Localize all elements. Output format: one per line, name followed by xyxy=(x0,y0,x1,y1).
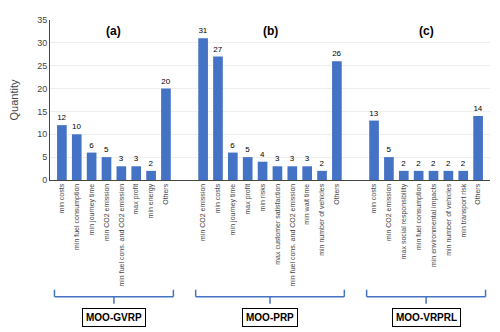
svg-text:min wait time: min wait time xyxy=(303,184,310,225)
svg-text:20: 20 xyxy=(37,84,47,94)
svg-text:2: 2 xyxy=(461,159,466,168)
svg-text:26: 26 xyxy=(332,49,341,58)
svg-text:min journey time: min journey time xyxy=(229,184,237,235)
svg-text:3: 3 xyxy=(290,154,295,163)
svg-text:13: 13 xyxy=(369,109,378,118)
svg-text:2: 2 xyxy=(446,159,451,168)
svg-text:min journey time: min journey time xyxy=(88,184,96,235)
svg-text:3: 3 xyxy=(119,154,124,163)
svg-text:35: 35 xyxy=(37,15,47,25)
svg-text:5: 5 xyxy=(245,145,250,154)
svg-text:Others: Others xyxy=(333,183,340,205)
svg-text:min fuel consumption: min fuel consumption xyxy=(415,184,423,250)
svg-text:min CO2 emission: min CO2 emission xyxy=(385,184,392,241)
svg-text:max profit: max profit xyxy=(132,184,140,215)
svg-text:min CO2 emission: min CO2 emission xyxy=(103,184,110,241)
svg-text:MOO-VRPRL: MOO-VRPRL xyxy=(396,312,457,323)
svg-text:30: 30 xyxy=(37,38,47,48)
svg-text:4: 4 xyxy=(260,150,265,159)
svg-text:12: 12 xyxy=(57,113,66,122)
svg-text:10: 10 xyxy=(72,122,81,131)
svg-text:min costs: min costs xyxy=(214,183,221,213)
svg-text:min number of vehicles: min number of vehicles xyxy=(445,183,452,255)
svg-text:min environmental impacts: min environmental impacts xyxy=(430,183,438,267)
svg-text:(c): (c) xyxy=(419,24,434,38)
svg-text:min costs: min costs xyxy=(370,183,377,213)
svg-text:3: 3 xyxy=(134,154,139,163)
svg-text:10: 10 xyxy=(37,129,47,139)
svg-text:(b): (b) xyxy=(263,24,278,38)
svg-text:min fuel cons. and CO2 emissio: min fuel cons. and CO2 emission xyxy=(118,184,125,287)
svg-text:2: 2 xyxy=(149,159,154,168)
svg-text:2: 2 xyxy=(431,159,436,168)
svg-text:min transport risk: min transport risk xyxy=(460,183,468,237)
svg-text:min fuel consumption: min fuel consumption xyxy=(73,184,81,250)
svg-text:max customer satisfaction: max customer satisfaction xyxy=(274,184,281,265)
svg-text:(a): (a) xyxy=(106,24,121,38)
svg-text:2: 2 xyxy=(320,159,325,168)
svg-text:max social responsibility: max social responsibility xyxy=(400,183,408,259)
svg-text:5: 5 xyxy=(104,145,109,154)
svg-text:Quantity: Quantity xyxy=(8,79,20,120)
svg-text:2: 2 xyxy=(416,159,421,168)
svg-text:MOO-GVRP: MOO-GVRP xyxy=(86,312,142,323)
svg-text:2: 2 xyxy=(401,159,406,168)
svg-text:min number of vehicles: min number of vehicles xyxy=(318,183,325,255)
svg-text:15: 15 xyxy=(37,107,47,117)
svg-text:6: 6 xyxy=(89,141,94,150)
svg-text:Others: Others xyxy=(474,183,481,205)
svg-text:0: 0 xyxy=(42,175,47,185)
svg-text:20: 20 xyxy=(161,77,170,86)
svg-text:3: 3 xyxy=(275,154,280,163)
svg-text:14: 14 xyxy=(473,104,482,113)
svg-text:min energy: min energy xyxy=(147,183,155,218)
svg-text:27: 27 xyxy=(213,45,222,54)
svg-text:25: 25 xyxy=(37,61,47,71)
svg-text:min CO2 emission: min CO2 emission xyxy=(199,184,206,241)
svg-text:min risks: min risks xyxy=(259,183,266,211)
svg-text:Others: Others xyxy=(162,183,169,205)
svg-text:max profit: max profit xyxy=(244,184,252,215)
svg-text:min fuel cons. and CO2 emissio: min fuel cons. and CO2 emission xyxy=(289,184,296,287)
svg-text:5: 5 xyxy=(386,145,391,154)
svg-text:MOO-PRP: MOO-PRP xyxy=(246,312,294,323)
svg-text:5: 5 xyxy=(42,152,47,162)
svg-text:31: 31 xyxy=(198,26,207,35)
svg-text:3: 3 xyxy=(305,154,310,163)
svg-text:6: 6 xyxy=(230,141,235,150)
svg-text:min costs: min costs xyxy=(58,183,65,213)
